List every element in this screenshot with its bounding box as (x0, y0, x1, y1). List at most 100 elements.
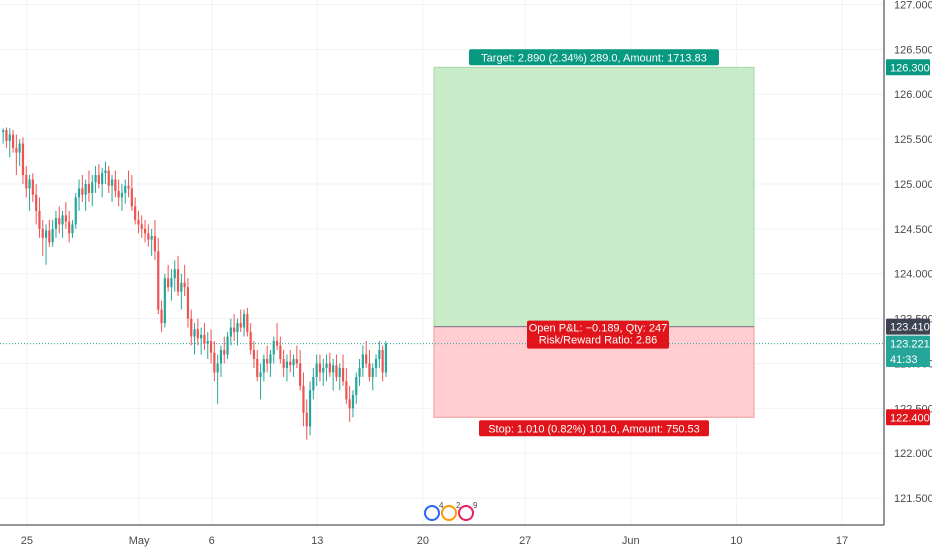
price-tag-text: 123.410 (890, 322, 930, 334)
candle-body (200, 334, 203, 339)
candle-body (358, 367, 361, 377)
candle-body (41, 228, 44, 238)
candle-body (341, 367, 345, 382)
candle (371, 363, 374, 391)
candle (124, 179, 127, 204)
candle-body (279, 345, 282, 359)
candle (44, 224, 48, 265)
candle (332, 358, 335, 391)
candle (239, 309, 242, 333)
candle-body (117, 191, 120, 198)
candle-body (216, 363, 219, 373)
candle-body (325, 363, 328, 368)
candle (91, 175, 94, 207)
event-badge: 4 (424, 501, 444, 521)
events-badge: 4 2 9 (424, 501, 478, 521)
candle (54, 210, 58, 238)
x-tick-label: 20 (417, 535, 429, 547)
candle (272, 336, 275, 364)
candle-body (134, 206, 137, 220)
candle (143, 219, 147, 243)
candle (134, 197, 137, 225)
candle (117, 179, 120, 207)
candle-body (266, 358, 269, 364)
candle (325, 354, 328, 382)
candle (312, 367, 315, 400)
candle (322, 358, 325, 386)
candle-body (223, 350, 226, 355)
candle (107, 166, 110, 193)
candle (101, 167, 104, 198)
candle (318, 354, 322, 382)
candle (18, 139, 21, 167)
x-tick-label: 6 (209, 535, 215, 547)
candle-body (143, 228, 147, 234)
candle-body (348, 399, 351, 409)
candle (384, 341, 388, 377)
candle (5, 127, 8, 149)
candle-body (275, 341, 279, 346)
price-tag: 126.300 (886, 59, 930, 76)
candle (328, 352, 331, 377)
candle (51, 219, 54, 247)
candle (358, 358, 361, 386)
candle-body (31, 179, 34, 195)
candle (147, 224, 150, 247)
candle (94, 166, 97, 193)
candle (285, 354, 289, 382)
candle (153, 219, 157, 261)
candle-body (368, 363, 371, 377)
candle-body (384, 343, 388, 373)
candle-body (180, 282, 183, 292)
candle (378, 341, 381, 368)
pnl-text: Open P&L: −0.189, Qty: 247 (529, 323, 668, 335)
candle-body (318, 363, 322, 373)
x-tick-label: 25 (21, 535, 33, 547)
target-label-text: Target: 2.890 (2.34%) 289.0, Amount: 171… (481, 52, 707, 64)
candle (183, 264, 186, 297)
candle-body (315, 363, 318, 377)
candle (114, 170, 117, 198)
candle-body (91, 182, 94, 193)
candle-body (15, 148, 18, 153)
candle (163, 273, 166, 328)
candle-body (101, 173, 104, 184)
candle (345, 367, 348, 404)
candle-body (239, 323, 242, 328)
candle (157, 237, 160, 315)
candle-body (252, 350, 256, 359)
candle (266, 345, 269, 373)
candle-body (11, 134, 15, 149)
event-count: 2 (456, 501, 461, 510)
candle (150, 228, 153, 256)
candle-body (236, 323, 239, 333)
candle-body (242, 314, 246, 328)
x-axis: 25 May 6 13 20 27 Jun 10 17 (21, 535, 848, 547)
candle (292, 354, 295, 377)
ratio-text: Risk/Reward Ratio: 2.86 (539, 335, 658, 347)
candle (374, 354, 378, 377)
candle (282, 350, 285, 377)
price-tag-bg (886, 318, 930, 335)
candle (365, 341, 368, 368)
event-icon (441, 505, 457, 521)
candle (269, 350, 272, 377)
candle (167, 264, 170, 292)
target-label: Target: 2.890 (2.34%) 289.0, Amount: 171… (469, 49, 719, 66)
position-zones (0, 66, 884, 418)
candle-body (186, 287, 190, 319)
candle-body (345, 381, 348, 400)
candle-body (170, 278, 173, 288)
candle-body (2, 130, 5, 132)
candle-body (64, 215, 67, 222)
candle (213, 341, 216, 382)
candle (87, 170, 91, 202)
candle-body (21, 143, 25, 175)
candle (279, 336, 282, 364)
y-tick-label: 125.500 (894, 134, 932, 146)
candle-body (262, 358, 265, 373)
candle-body (120, 192, 124, 198)
x-tick-label: 27 (519, 535, 531, 547)
candle (28, 175, 31, 211)
